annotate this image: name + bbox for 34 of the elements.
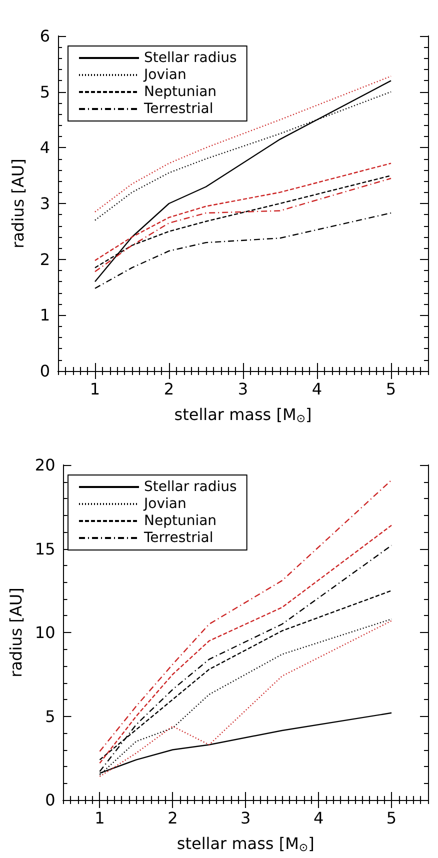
legend-label: Terrestrial xyxy=(143,101,214,117)
x-tick-label: 4 xyxy=(313,808,324,828)
x-axis-title: stellar mass [M⊙] xyxy=(174,405,312,425)
legend-label: Neptunian xyxy=(144,84,217,100)
x-tick-label: 3 xyxy=(240,808,251,828)
x-tick-label: 5 xyxy=(386,380,396,398)
y-tick-label: 0 xyxy=(40,362,50,380)
y-tick-label: 0 xyxy=(45,790,56,810)
y-tick-label: 3 xyxy=(40,194,50,213)
x-tick-label: 2 xyxy=(168,808,178,828)
legend-label: Jovian xyxy=(143,67,186,83)
y-tick-label: 15 xyxy=(34,539,56,558)
y-tick-label: 5 xyxy=(45,706,56,726)
legend-label: Neptunian xyxy=(144,513,217,529)
y-tick-label: 20 xyxy=(34,456,56,474)
y-axis-title: radius [AU] xyxy=(6,588,26,678)
x-tick-label: 3 xyxy=(238,380,248,398)
y-tick-label: 4 xyxy=(40,138,50,158)
x-tick-label: 5 xyxy=(386,808,397,828)
x-tick-label: 1 xyxy=(94,808,105,828)
y-tick-label: 1 xyxy=(40,306,50,325)
y-tick-label: 2 xyxy=(40,250,50,269)
y-tick-label: 6 xyxy=(40,26,50,46)
x-tick-label: 2 xyxy=(164,380,174,398)
y-tick-label: 5 xyxy=(40,82,50,102)
y-tick-label: 10 xyxy=(34,623,56,642)
x-tick-label: 1 xyxy=(90,380,100,398)
legend-label: Jovian xyxy=(143,496,186,512)
x-axis-title: stellar mass [M⊙] xyxy=(176,834,314,854)
x-tick-label: 4 xyxy=(312,380,322,398)
legend-label: Stellar radius xyxy=(144,479,237,495)
legend-label: Stellar radius xyxy=(144,50,237,66)
legend-label: Terrestrial xyxy=(143,530,214,546)
y-axis-title: radius [AU] xyxy=(8,158,28,248)
